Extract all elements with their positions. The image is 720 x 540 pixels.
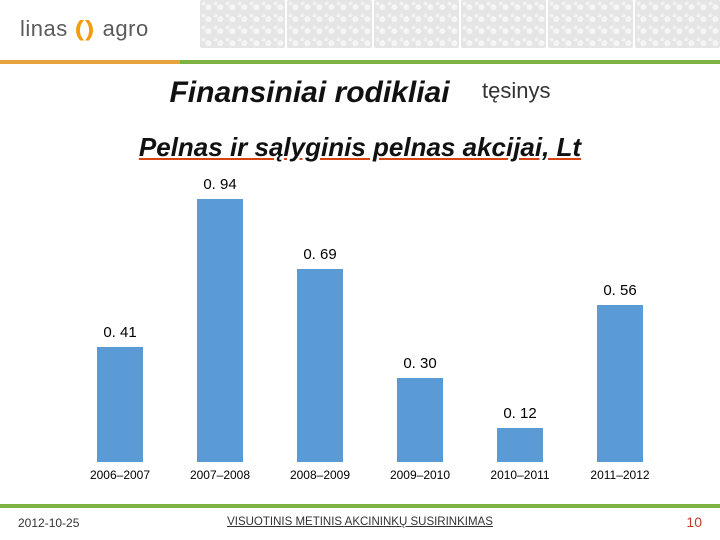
footer-center-text: VISUOTINIS METINIS AKCININKŲ SUSIRINKIMA… xyxy=(0,516,720,528)
banner-thumb xyxy=(635,0,720,48)
slide-title-row: Finansiniai rodikliai tęsinys xyxy=(0,76,720,110)
bar-value-label: 0. 56 xyxy=(603,282,636,299)
x-axis-label: 2008–2009 xyxy=(270,468,370,482)
x-axis-label: 2010–2011 xyxy=(470,468,570,482)
banner-thumb xyxy=(200,0,285,48)
bar-value-label: 0. 94 xyxy=(203,176,236,193)
bar-value-label: 0. 30 xyxy=(403,355,436,372)
bar-slot: 0. 30 xyxy=(370,355,470,462)
x-axis-label: 2006–2007 xyxy=(70,468,170,482)
logo-text-right: agro xyxy=(103,16,149,41)
bar xyxy=(297,269,343,462)
logo: linas () agro xyxy=(20,16,149,42)
banner-thumb xyxy=(548,0,633,48)
bars-container: 0. 410. 940. 690. 300. 120. 56 xyxy=(70,182,670,462)
x-axis-label: 2009–2010 xyxy=(370,468,470,482)
banner-thumb xyxy=(461,0,546,48)
banner-thumb xyxy=(374,0,459,48)
header-band: linas () agro xyxy=(0,0,720,70)
header-divider xyxy=(0,60,720,64)
slide-subtitle: tęsinys xyxy=(482,78,550,104)
bar xyxy=(597,305,643,462)
bar-slot: 0. 69 xyxy=(270,246,370,462)
banner-images xyxy=(200,0,720,60)
slide-title: Finansiniai rodikliai xyxy=(169,76,449,110)
bar xyxy=(97,347,143,462)
bar xyxy=(497,428,543,462)
x-axis: 2006–20072007–20082008–20092009–20102010… xyxy=(70,468,670,482)
bar-slot: 0. 56 xyxy=(570,282,670,462)
x-axis-label: 2011–2012 xyxy=(570,468,670,482)
logo-text-left: linas xyxy=(20,16,68,41)
bar xyxy=(197,199,243,462)
bar-slot: 0. 41 xyxy=(70,324,170,462)
logo-accent-icon: () xyxy=(75,16,95,42)
footer: 2012-10-25 VISUOTINIS METINIS AKCININKŲ … xyxy=(0,504,720,540)
bar xyxy=(397,378,443,462)
bar-chart: 0. 410. 940. 690. 300. 120. 56 2006–2007… xyxy=(70,182,670,482)
x-axis-label: 2007–2008 xyxy=(170,468,270,482)
bar-slot: 0. 12 xyxy=(470,405,570,462)
footer-page-number: 10 xyxy=(686,514,702,530)
chart-title: Pelnas ir sąlyginis pelnas akcijai, Lt xyxy=(0,132,720,163)
banner-thumb xyxy=(287,0,372,48)
bar-value-label: 0. 41 xyxy=(103,324,136,341)
bar-value-label: 0. 69 xyxy=(303,246,336,263)
bar-value-label: 0. 12 xyxy=(503,405,536,422)
bar-slot: 0. 94 xyxy=(170,176,270,462)
